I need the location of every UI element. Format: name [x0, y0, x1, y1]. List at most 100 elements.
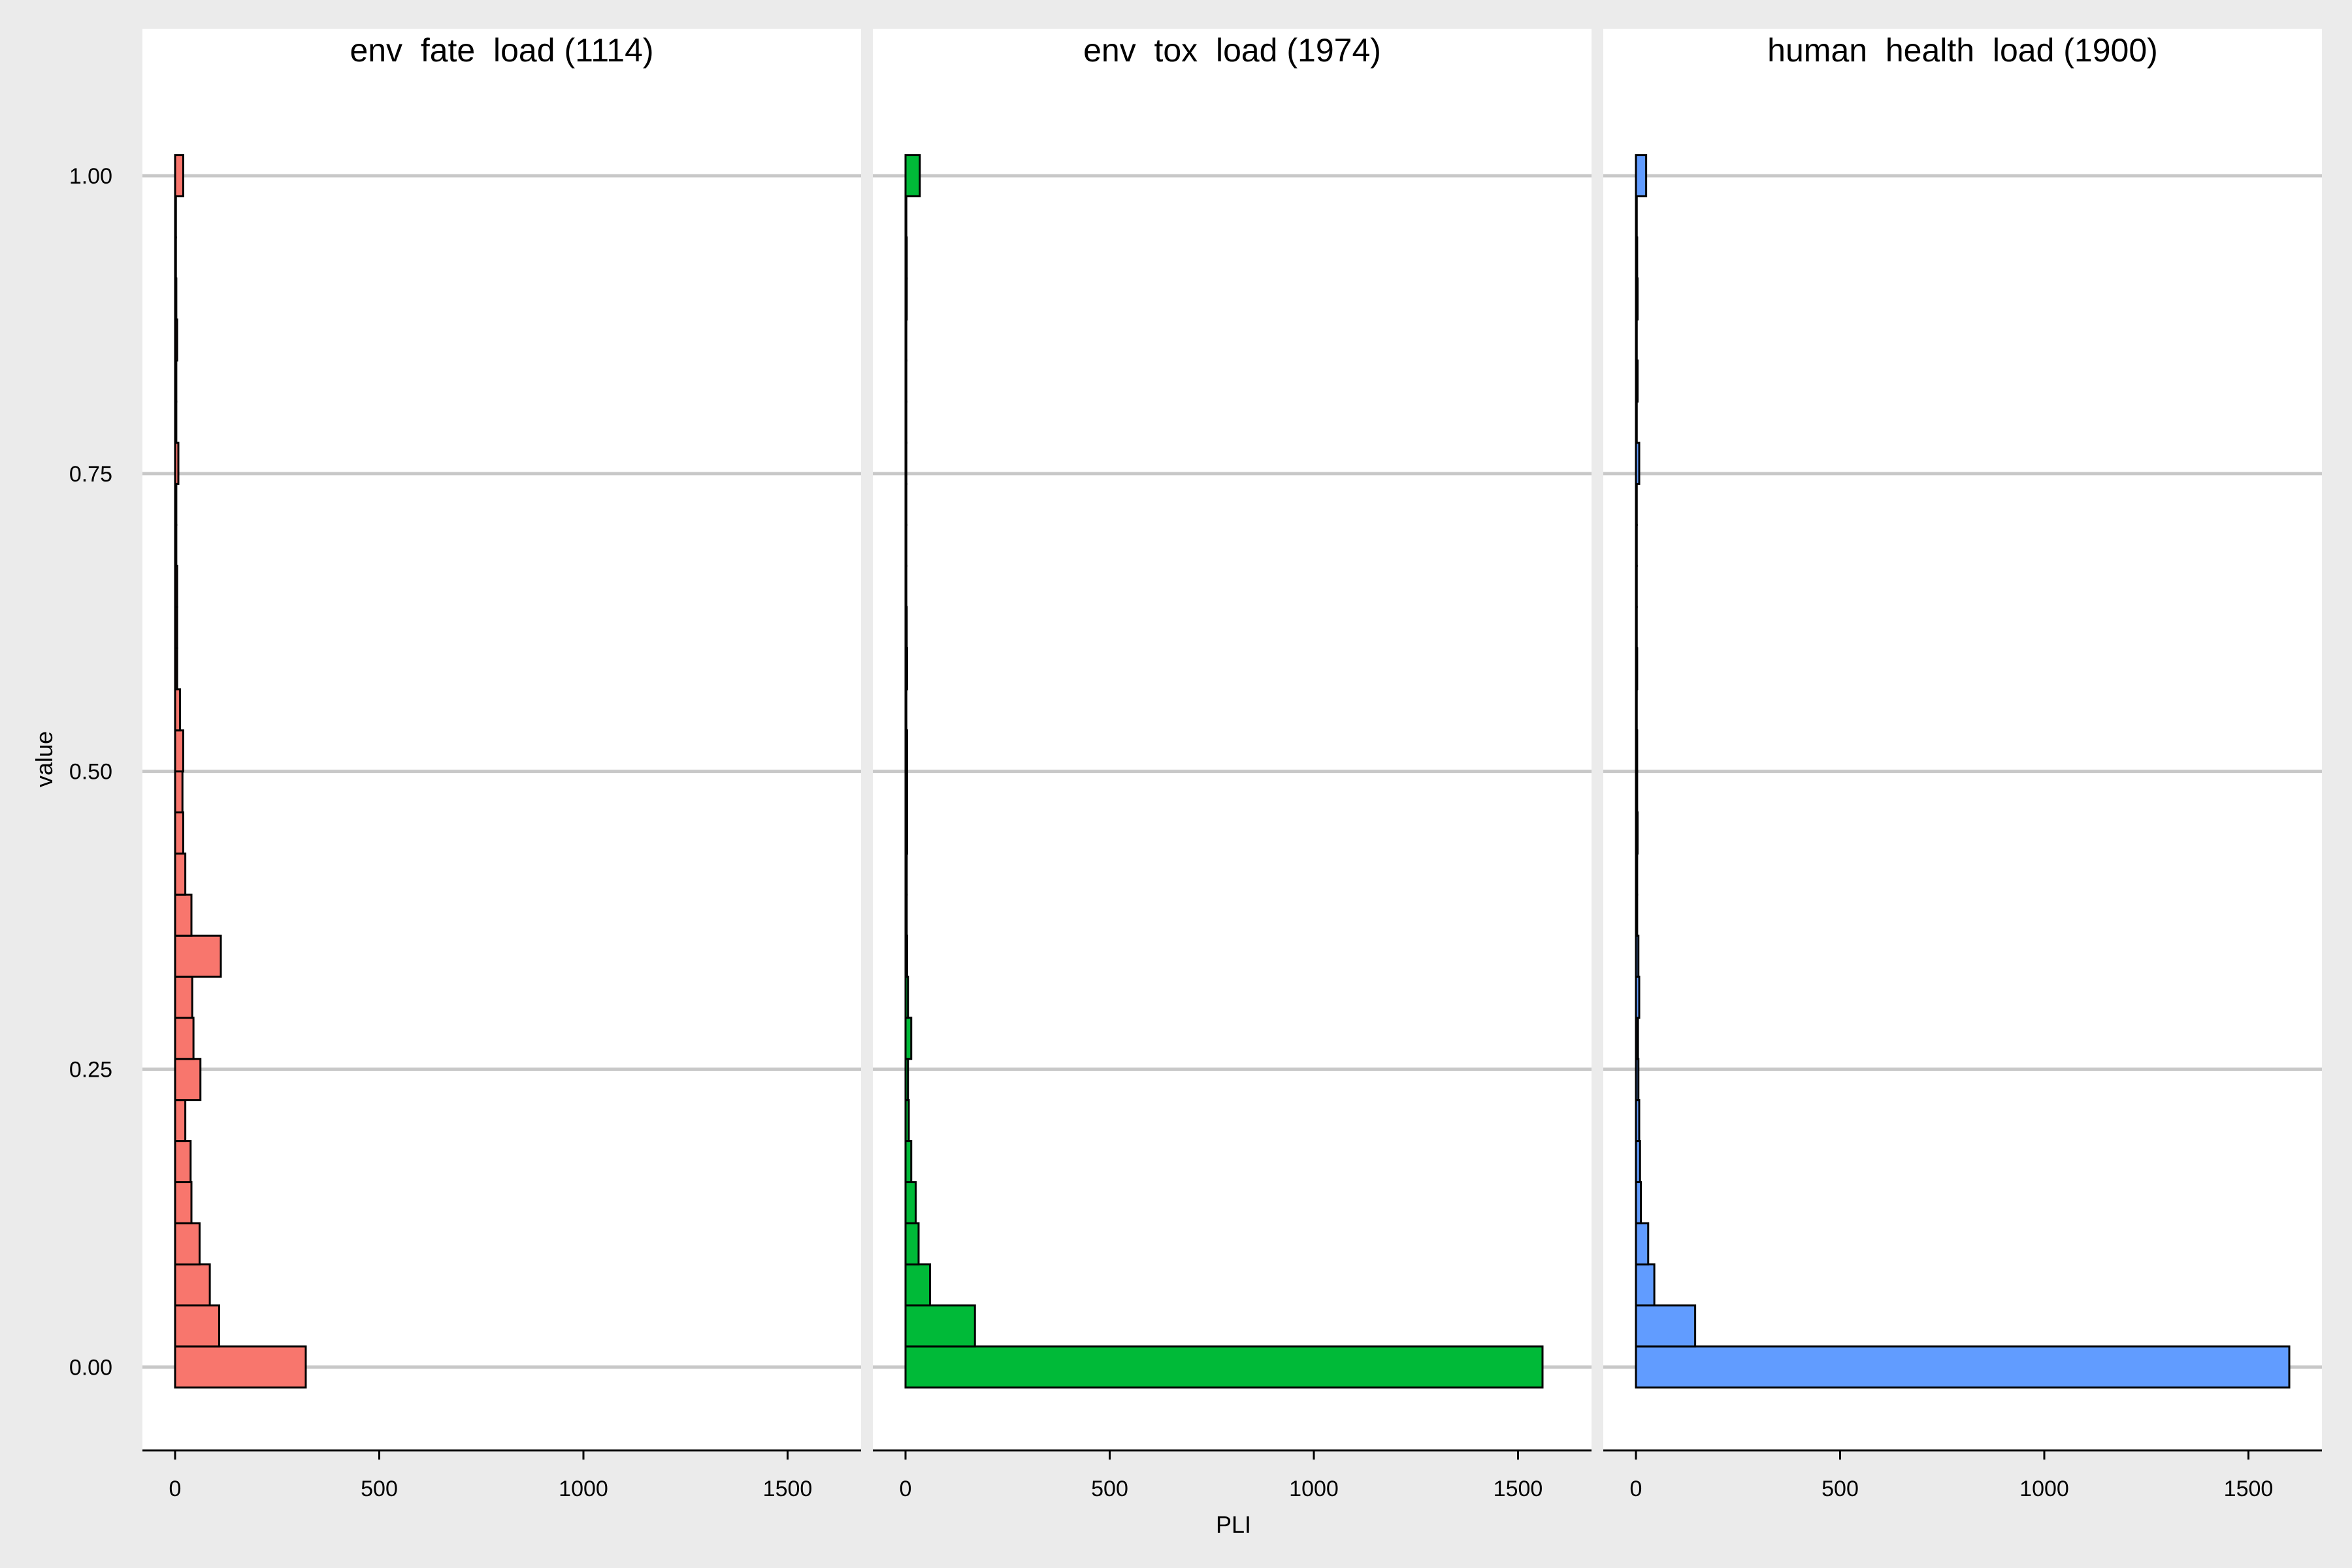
histogram-bar [904, 770, 908, 813]
histogram-bar [174, 1222, 201, 1266]
y-tick-label: 0.50 [69, 760, 112, 785]
histogram-bar [904, 934, 908, 978]
histogram-bar [1635, 688, 1638, 732]
histogram-bar [174, 359, 178, 403]
histogram-bar [174, 1345, 307, 1389]
histogram-bar [904, 1017, 913, 1060]
histogram-bar [1635, 770, 1639, 813]
x-tick-label: 0 [169, 1477, 182, 1501]
panel-title: env fate load (1114) [350, 32, 653, 69]
histogram-bar [174, 811, 184, 855]
x-tick-label: 1000 [2019, 1477, 2069, 1501]
histogram-bar [174, 154, 184, 197]
histogram-bar [1635, 975, 1641, 1019]
histogram-bar [1635, 1263, 1656, 1307]
panel-title: env tox load (1974) [1083, 32, 1381, 69]
panel-background [1603, 29, 2322, 1450]
histogram-bar [904, 606, 908, 649]
histogram-bar [1635, 893, 1639, 937]
histogram-bar [904, 729, 908, 773]
histogram-bar [904, 647, 908, 691]
x-tick-label: 1000 [1289, 1477, 1339, 1501]
histogram-bar [174, 647, 178, 691]
x-tick-label: 1500 [763, 1477, 813, 1501]
x-tick-label: 500 [361, 1477, 398, 1501]
y-axis: 0.00 0.25 0.50 0.75 1.00 [69, 164, 112, 1380]
histogram-bar [174, 523, 178, 567]
y-tick-label: 1.00 [69, 164, 112, 189]
histogram-bar [1635, 1017, 1639, 1060]
histogram-bar [174, 1263, 211, 1307]
histogram-bar [904, 1140, 913, 1183]
histogram-bar [1635, 400, 1638, 444]
histogram-bar [1635, 236, 1639, 280]
histogram-bar [174, 236, 177, 280]
histogram-bar [174, 1017, 195, 1060]
histogram-bar [1635, 1181, 1642, 1224]
histogram-bar [904, 852, 908, 896]
histogram-bar [1635, 647, 1639, 691]
histogram-bar [1635, 729, 1639, 773]
histogram-bar [1635, 277, 1639, 321]
x-tick-label: 500 [1821, 1477, 1859, 1501]
histogram-bar [1635, 1345, 2291, 1389]
histogram-bar [904, 1181, 917, 1224]
x-tick-label: 1000 [559, 1477, 608, 1501]
x-axis-title: PLI [1216, 1511, 1251, 1538]
histogram-bar [904, 1222, 920, 1266]
panel-2: env tox load (1974) 0 500 1000 1500 [873, 29, 1592, 1501]
x-tick-label: 1500 [1494, 1477, 1543, 1501]
histogram-bar [174, 195, 177, 238]
histogram-bar [174, 934, 222, 978]
histogram-bar [174, 1181, 193, 1224]
histogram-bar [1635, 1099, 1641, 1143]
panel-1: env fate load (1114) 0 500 1000 1500 [142, 29, 861, 1501]
histogram-bar [174, 729, 184, 773]
histogram-bar [904, 154, 921, 197]
histogram-bar [1635, 442, 1641, 485]
x-tick-label: 0 [900, 1477, 912, 1501]
histogram-bar [174, 1304, 220, 1348]
histogram-bar [904, 1304, 976, 1348]
histogram-bar [174, 483, 178, 527]
histogram-bar [1635, 154, 1648, 197]
histogram-bar [174, 277, 178, 321]
histogram-bar [174, 1140, 192, 1183]
histogram-bar [904, 1263, 931, 1307]
x-tick-label: 0 [1630, 1477, 1642, 1501]
y-tick-label: 0.25 [69, 1058, 112, 1083]
histogram-bar [1635, 852, 1639, 896]
histogram-bar [174, 975, 193, 1019]
histogram-bar [1635, 1058, 1640, 1102]
histogram-bar [174, 606, 178, 649]
histogram-bar [174, 893, 193, 937]
histogram-bar [1635, 195, 1638, 238]
histogram-bar [1635, 1140, 1641, 1183]
histogram-bar [174, 564, 178, 608]
histogram-bar [904, 1058, 909, 1102]
y-tick-label: 0.00 [69, 1355, 112, 1380]
histogram-bar [174, 318, 178, 362]
y-tick-label: 0.75 [69, 462, 112, 487]
histogram-bar [1635, 1304, 1697, 1348]
panel-background [142, 29, 861, 1450]
histogram-bar [174, 688, 181, 732]
histogram-bar [174, 770, 184, 813]
histogram-bar [174, 1058, 202, 1102]
histogram-bar [1635, 934, 1640, 978]
histogram-bar [904, 893, 908, 937]
histogram-bar [1635, 564, 1638, 608]
x-tick-label: 500 [1091, 1477, 1128, 1501]
panel-title: human health load (1900) [1767, 32, 2158, 69]
panel-3: human health load (1900) 0 500 1000 1500 [1603, 29, 2322, 1501]
histogram-bar [174, 442, 180, 485]
histogram-bar [904, 975, 909, 1019]
x-tick-label: 1500 [2224, 1477, 2274, 1501]
histogram-bar [1635, 606, 1638, 649]
histogram-bar [904, 236, 908, 280]
histogram-bar [174, 1099, 187, 1143]
panel-background [873, 29, 1592, 1450]
histogram-bar [1635, 1222, 1650, 1266]
